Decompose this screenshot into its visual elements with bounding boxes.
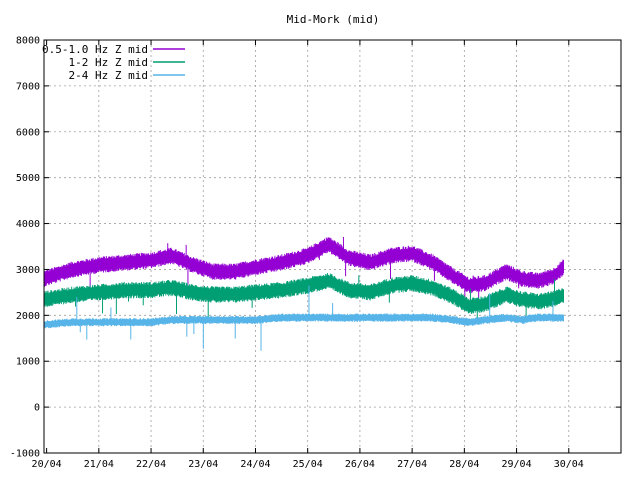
x-tick-label: 26/04 xyxy=(345,459,375,470)
x-tick-label: 24/04 xyxy=(240,459,270,470)
legend-label: 2-4 Hz Z mid xyxy=(69,69,148,82)
series-layer xyxy=(43,236,565,351)
y-tick-label: 8000 xyxy=(16,36,40,47)
y-tick-label: 2000 xyxy=(16,311,40,322)
x-tick-label: 27/04 xyxy=(397,459,427,470)
x-tick-label: 28/04 xyxy=(449,459,479,470)
y-tick-label: 7000 xyxy=(16,81,40,92)
y-tick-label: 4000 xyxy=(16,219,40,230)
y-tick-label: 1000 xyxy=(16,357,40,368)
grid xyxy=(44,40,621,453)
plot-frame xyxy=(43,39,622,454)
x-tick-label: 25/04 xyxy=(293,459,323,470)
y-tick-label: 3000 xyxy=(16,265,40,276)
y-tick-label: 0 xyxy=(34,403,40,414)
series-line xyxy=(43,313,565,329)
legend-label: 0.5-1.0 Hz Z mid xyxy=(42,43,148,56)
x-tick-label: 22/04 xyxy=(136,459,166,470)
series-line xyxy=(43,237,565,294)
axis-ticks: -1000 0 1000 2000 3000 4000 5000 6000 7000 8000 20… xyxy=(10,36,621,470)
y-tick-label: 5000 xyxy=(16,173,40,184)
x-tick-label: 23/04 xyxy=(188,459,218,470)
legend-label: 1-2 Hz Z mid xyxy=(69,56,148,69)
chart-title: Mid-Mork (mid) xyxy=(287,13,380,26)
x-tick-label: 30/04 xyxy=(554,459,584,470)
x-tick-label: 29/04 xyxy=(502,459,532,470)
y-tick-label: 6000 xyxy=(16,127,40,138)
x-tick-label: 20/04 xyxy=(32,459,62,470)
x-tick-label: 21/04 xyxy=(84,459,114,470)
y-tick-label: -1000 xyxy=(10,449,40,460)
